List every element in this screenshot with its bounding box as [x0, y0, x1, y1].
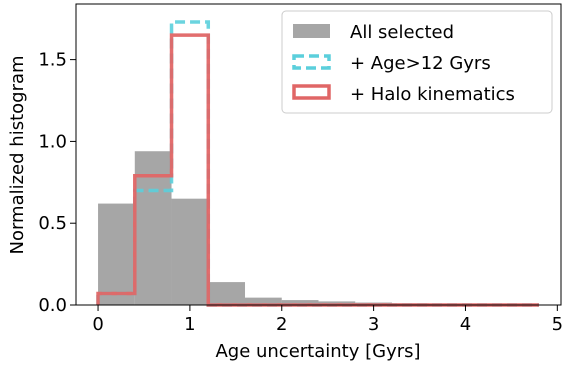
bar-all-selected — [171, 198, 209, 305]
y-tick-label: 0.5 — [38, 213, 67, 234]
y-tick-label: 0.0 — [38, 295, 67, 316]
bar-all-selected — [245, 297, 282, 305]
x-tick-label: 0 — [92, 314, 103, 335]
bar-all-selected — [318, 301, 356, 305]
legend: All selected + Age>12 Gyrs + Halo kinema… — [281, 10, 553, 114]
axes-frame — [75, 3, 562, 306]
bar-all-selected — [98, 203, 135, 305]
legend-label-all-selected: All selected — [350, 22, 454, 43]
legend-label-age-cut: + Age>12 Gyrs — [350, 53, 491, 74]
y-tick-label: 1.0 — [38, 131, 67, 152]
x-tick-label: 4 — [460, 314, 471, 335]
legend-swatch-halo-kinematics — [292, 84, 331, 100]
y-axis-title: Normalized histogram — [7, 55, 28, 254]
legend-frame — [281, 10, 553, 114]
bar-all-selected — [208, 282, 246, 305]
bar-all-selected — [281, 300, 319, 305]
x-axis-ticks: 0 1 2 3 4 5 — [92, 305, 563, 335]
x-tick-label: 5 — [552, 314, 563, 335]
x-tick-label: 2 — [276, 314, 287, 335]
legend-label-halo-kinematics: + Halo kinematics — [350, 84, 515, 105]
y-tick-label: 1.5 — [38, 50, 67, 71]
x-tick-label: 1 — [184, 314, 195, 335]
x-tick-label: 3 — [368, 314, 379, 335]
y-axis-ticks: 0.0 0.5 1.0 1.5 — [38, 50, 76, 316]
legend-swatch-all-selected — [293, 24, 330, 38]
legend-swatch-age-cut — [292, 54, 331, 70]
x-axis-title: Age uncertainty [Gyrs] — [215, 341, 420, 362]
